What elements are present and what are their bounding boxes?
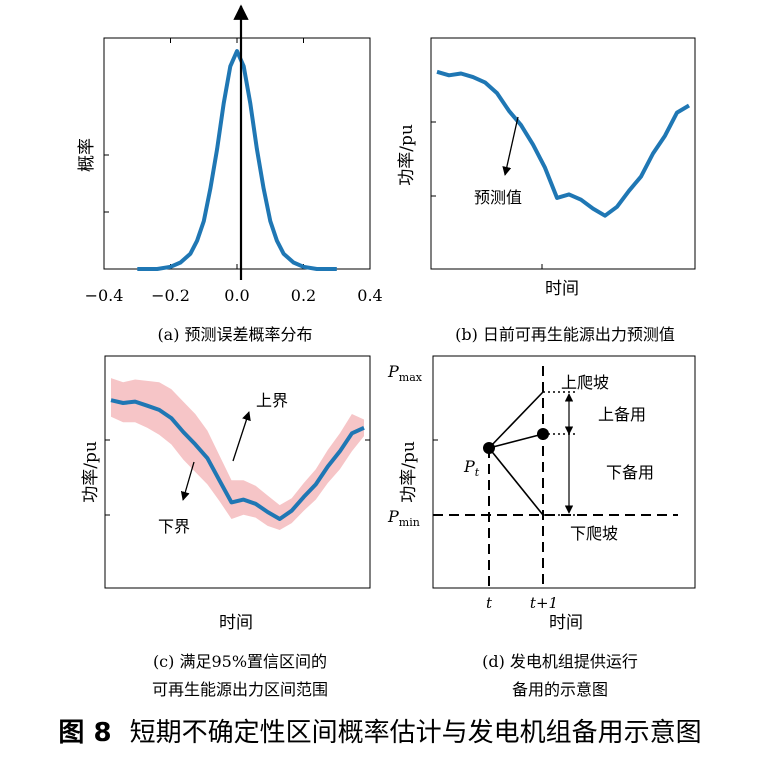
- panel-a-data: [137, 49, 337, 271]
- caption-a: (a) 预测误差概率分布: [157, 325, 313, 344]
- panel-a-xtick-label: −0.2: [151, 286, 190, 305]
- pmin-tick-label: Pmin: [387, 507, 420, 529]
- panel-c-lower-label: 下界: [158, 517, 190, 536]
- panel-a-xtick-label: 0.2: [291, 286, 316, 305]
- panel-b-annotation: 预测值: [474, 188, 522, 207]
- panel-c-series-line: [110, 398, 365, 521]
- panel-c-axes-box: [104, 355, 371, 589]
- panel-c-xlabel: 时间: [219, 613, 253, 633]
- caption-c-line2: 可再生能源出力区间范围: [151, 680, 328, 699]
- panel-c-data: [110, 378, 365, 530]
- panel-c-upper-label: 上界: [256, 391, 288, 410]
- pt1-point: [537, 428, 549, 440]
- panel-b-ylabel: 功率/pu: [397, 124, 417, 186]
- pmax-tick-label: Pmax: [387, 362, 423, 384]
- panel-d: 上爬坡 上备用 下备用 下爬坡 Pt Pmax Pmin t t+1 功率/pu…: [387, 355, 696, 633]
- panel-c-confidence-band: [111, 378, 364, 530]
- t-tick-label: t: [486, 594, 493, 612]
- panel-d-xlabel: 时间: [549, 613, 583, 633]
- panel-d-ylabel: 功率/pu: [399, 441, 419, 503]
- ramp-up-line: [488, 391, 544, 449]
- panel-a: −0.4 −0.2 0.0 0.2 0.4 概率: [77, 4, 383, 305]
- pt-point: [483, 442, 495, 454]
- panel-a-axes-box: [103, 37, 371, 270]
- panel-a-xtick-label: 0.4: [357, 286, 382, 305]
- ramp-mid-line: [488, 433, 544, 449]
- t1-tick-label: t+1: [530, 594, 558, 612]
- panel-b-series-line: [436, 69, 691, 218]
- panel-a-xtick-label: 0.0: [224, 286, 249, 305]
- panel-a-xticks: −0.4 −0.2 0.0 0.2 0.4: [85, 38, 383, 305]
- panel-a-ylabel: 概率: [77, 138, 97, 172]
- panel-c-ylabel: 功率/pu: [81, 441, 101, 503]
- caption-d-line2: 备用的示意图: [511, 680, 608, 699]
- panel-b-annotation-arrow: [502, 116, 519, 176]
- ramp-up-label: 上爬坡: [561, 373, 609, 392]
- figure-number: 图 8: [58, 718, 112, 748]
- panel-b-xlabel: 时间: [545, 279, 579, 299]
- ramp-down-line: [488, 447, 544, 516]
- ramp-down-label: 下爬坡: [570, 524, 618, 543]
- panel-c: 上界 下界 功率/pu 时间: [81, 355, 371, 633]
- figure-title: 图 8 短期不确定性区间概率估计与发电机组备用示意图: [0, 712, 760, 749]
- pt-label: Pt: [463, 457, 480, 479]
- panel-b-axes-box: [430, 37, 696, 270]
- caption-d-line1: (d) 发电机组提供运行: [482, 652, 638, 671]
- panel-a-xtick-label: −0.4: [85, 286, 124, 305]
- reserve-up-label: 上备用: [598, 405, 646, 424]
- panel-c-lower-arrow: [180, 461, 195, 501]
- caption-b: (b) 日前可再生能源出力预测值: [455, 325, 675, 344]
- panel-c-upper-arrow: [232, 411, 251, 462]
- panel-b: 预测值 功率/pu 时间: [397, 37, 696, 299]
- caption-c-line1: (c) 满足95%置信区间的: [152, 652, 328, 671]
- figure-title-text: 短期不确定性区间概率估计与发电机组备用示意图: [129, 718, 702, 748]
- reserve-down-label: 下备用: [606, 463, 654, 482]
- panel-d-axes-box: [432, 355, 696, 589]
- panel-a-series-line: [137, 49, 337, 271]
- panel-b-data: [436, 69, 691, 218]
